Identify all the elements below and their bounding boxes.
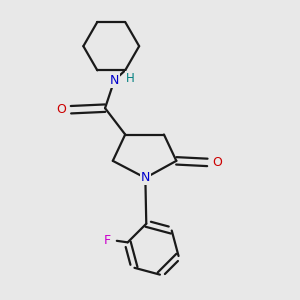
Text: H: H [126, 72, 135, 85]
Text: N: N [110, 74, 119, 87]
Text: N: N [141, 171, 150, 184]
Text: O: O [56, 103, 66, 116]
Text: F: F [103, 234, 110, 247]
Text: O: O [212, 156, 222, 169]
